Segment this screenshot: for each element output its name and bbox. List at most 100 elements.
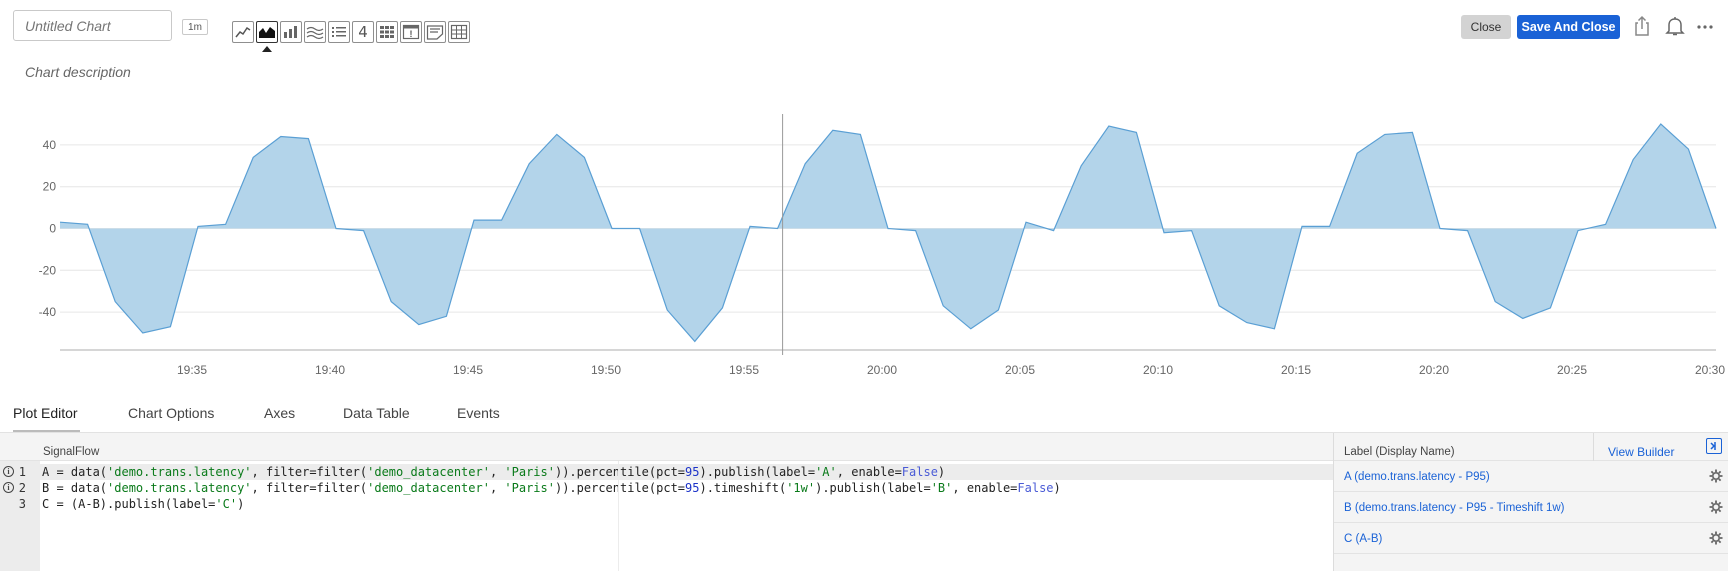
y-tick-label: 20 xyxy=(43,180,57,194)
tab-chart-options[interactable]: Chart Options xyxy=(128,405,215,421)
code-token: 'demo_datacenter' xyxy=(367,465,490,479)
line-number: 1 xyxy=(18,465,26,479)
code-token: ).timeshift( xyxy=(699,481,787,495)
code-token: 'demo_datacenter' xyxy=(367,481,490,495)
code-token: 'demo.trans.latency' xyxy=(107,481,252,495)
code-editor[interactable]: A = data('demo.trans.latency', filter=fi… xyxy=(40,461,1333,571)
header-divider xyxy=(1593,433,1594,461)
close-button[interactable]: Close xyxy=(1461,15,1511,39)
svg-text:!: ! xyxy=(410,29,413,39)
code-token: B = data( xyxy=(42,481,108,495)
code-token: , enable= xyxy=(836,465,902,479)
tab-data-table[interactable]: Data Table xyxy=(343,405,410,421)
column-chart-icon[interactable] xyxy=(280,21,302,43)
code-token: )).percentile(pct= xyxy=(554,465,686,479)
code-token: ) xyxy=(237,497,245,511)
x-tick-label: 20:10 xyxy=(1143,363,1173,377)
table-icon[interactable] xyxy=(448,21,470,43)
plot-type-selector: 4 ! xyxy=(232,21,470,52)
x-tick-label: 20:05 xyxy=(1005,363,1035,377)
collapse-panel-icon[interactable] xyxy=(1706,438,1722,454)
label-link-b[interactable]: B (demo.trans.latency - P95 - Timeshift … xyxy=(1344,502,1565,514)
x-tick-label: 19:50 xyxy=(591,363,621,377)
active-tab-indicator xyxy=(13,430,80,432)
y-tick-label: -40 xyxy=(39,305,57,319)
code-token: , xyxy=(489,465,505,479)
code-token: 'B' xyxy=(930,481,953,495)
series-area-fill xyxy=(60,124,1716,342)
code-token: '1w' xyxy=(786,481,816,495)
code-token: , filter=filter( xyxy=(251,465,368,479)
active-caret xyxy=(262,46,272,52)
line-gutter: i 1 i 2 3 xyxy=(0,461,40,571)
tab-events[interactable]: Events xyxy=(457,405,500,421)
histogram-icon[interactable] xyxy=(304,21,326,43)
code-token: , enable= xyxy=(952,481,1018,495)
label-panel: Label (Display Name) View Builder A (dem… xyxy=(1333,433,1728,571)
view-builder-link[interactable]: View Builder xyxy=(1608,445,1675,459)
tick-labels: 40 20 0 -20 -40 19:35 19:40 19:45 19:50 19:55 20:0… xyxy=(39,138,1726,377)
line-number: 2 xyxy=(18,481,26,495)
x-tick-label: 20:25 xyxy=(1557,363,1587,377)
code-token: 95 xyxy=(685,465,700,479)
gear-icon[interactable] xyxy=(1709,500,1723,514)
single-value-icon[interactable]: 4 xyxy=(352,21,374,43)
code-token: False xyxy=(901,465,938,479)
code-token: 95 xyxy=(685,481,700,495)
x-tick-label: 20:30 xyxy=(1695,363,1725,377)
gutter-row: i 1 xyxy=(0,464,40,480)
code-token: )).percentile(pct= xyxy=(554,481,686,495)
code-token: 'A' xyxy=(815,465,837,479)
label-row: B (demo.trans.latency - P95 - Timeshift … xyxy=(1334,492,1728,523)
save-and-close-button[interactable]: Save And Close xyxy=(1517,15,1620,39)
list-icon[interactable] xyxy=(328,21,350,43)
x-tick-label: 19:45 xyxy=(453,363,483,377)
tab-plot-editor[interactable]: Plot Editor xyxy=(13,405,78,421)
area-chart-icon[interactable] xyxy=(256,21,278,52)
x-tick-label: 20:20 xyxy=(1419,363,1449,377)
x-tick-label: 19:55 xyxy=(729,363,759,377)
gear-icon[interactable] xyxy=(1709,531,1723,545)
more-options-icon[interactable] xyxy=(1694,14,1716,38)
gear-icon[interactable] xyxy=(1709,469,1723,483)
code-token: ).publish(label= xyxy=(699,465,816,479)
gutter-row: i 2 xyxy=(0,480,40,496)
code-token: 'C' xyxy=(215,497,238,511)
code-token: 'Paris' xyxy=(504,465,555,479)
info-icon[interactable]: i xyxy=(3,466,14,477)
y-tick-label: 0 xyxy=(49,222,56,236)
code-token: , xyxy=(489,481,505,495)
code-token: C = (A-B).publish(label= xyxy=(42,497,216,511)
tab-axes[interactable]: Axes xyxy=(264,405,296,421)
code-line[interactable]: A = data('demo.trans.latency', filter=fi… xyxy=(40,464,1333,480)
x-tick-label: 20:00 xyxy=(867,363,897,377)
chart-description[interactable]: Chart description xyxy=(25,64,131,80)
share-icon[interactable] xyxy=(1631,14,1653,38)
info-icon[interactable]: i xyxy=(3,482,14,493)
heatmap-icon[interactable] xyxy=(376,21,398,43)
code-token: , filter=filter( xyxy=(251,481,368,495)
event-feed-icon[interactable]: ! xyxy=(400,21,422,43)
x-tick-label: 19:35 xyxy=(177,363,207,377)
chart-title-input[interactable] xyxy=(13,10,172,41)
code-token: ) xyxy=(1053,481,1061,495)
signalflow-header: SignalFlow xyxy=(0,433,1333,461)
label-row: C (A-B) xyxy=(1334,523,1728,554)
editor-divider xyxy=(618,461,619,571)
area-chart: 40 20 0 -20 -40 19:35 19:40 19:45 19:50 19:55 20:0… xyxy=(39,114,1726,377)
label-link-c[interactable]: C (A-B) xyxy=(1344,533,1383,545)
code-line[interactable]: B = data('demo.trans.latency', filter=fi… xyxy=(42,480,1061,496)
y-tick-label: -20 xyxy=(39,263,57,277)
bell-icon[interactable] xyxy=(1664,14,1686,38)
line-chart-icon[interactable] xyxy=(232,21,254,43)
resolution-badge[interactable]: 1m xyxy=(182,19,208,35)
editor-tabs: Plot Editor Chart Options Axes Data Tabl… xyxy=(0,400,1728,432)
code-token: ).publish(label= xyxy=(815,481,931,495)
text-note-icon[interactable] xyxy=(424,21,446,43)
gutter-row: 3 xyxy=(0,496,40,512)
code-token: 'demo.trans.latency' xyxy=(107,465,252,479)
label-link-a[interactable]: A (demo.trans.latency - P95) xyxy=(1344,471,1490,483)
x-tick-label: 19:40 xyxy=(315,363,345,377)
series-area xyxy=(59,123,1717,343)
code-line[interactable]: C = (A-B).publish(label='C') xyxy=(42,496,244,512)
